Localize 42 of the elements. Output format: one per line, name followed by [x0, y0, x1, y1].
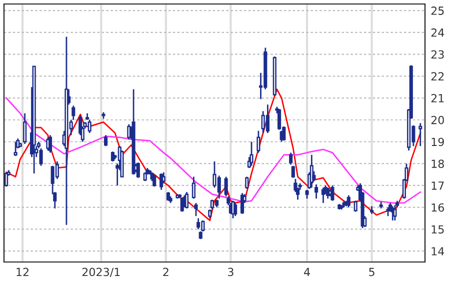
x-tick-label: 2023/1 — [82, 268, 120, 278]
y-tick-label: 20 — [431, 116, 444, 124]
candlestick — [14, 141, 18, 157]
candlestick — [310, 154, 314, 188]
candlestick — [291, 165, 295, 179]
x-tick-label: 2 — [163, 268, 168, 276]
x-tick-label: 12 — [16, 268, 28, 276]
candlestick — [266, 104, 270, 134]
candlestick — [314, 184, 318, 200]
y-tick-label: 24 — [431, 28, 444, 37]
candlestick — [55, 160, 59, 180]
line-series — [6, 88, 422, 222]
y-tick-label: 16 — [432, 203, 444, 212]
y-tick-label: 18 — [432, 160, 444, 168]
candlestick — [48, 134, 52, 154]
candlestick — [245, 176, 249, 190]
candlestick — [250, 141, 254, 166]
candlestick — [110, 150, 114, 162]
candlestick — [104, 134, 108, 147]
y-tick-label: 23 — [431, 50, 444, 59]
y-tick-label: 17 — [432, 182, 444, 190]
candlestick — [192, 176, 196, 200]
candlestick — [4, 172, 8, 188]
candlestick — [196, 218, 200, 230]
y-tick-label: 22 — [431, 72, 444, 80]
x-tick-label: 5 — [369, 268, 374, 276]
candlestick — [256, 130, 260, 154]
candlestick — [234, 202, 238, 217]
y-tick-label: 19 — [432, 138, 444, 146]
x-tick-label: 3 — [228, 268, 234, 276]
candlestick — [393, 204, 397, 222]
candlestick — [418, 122, 422, 147]
candlestick — [23, 112, 27, 145]
x-tick-label: 4 — [304, 268, 310, 276]
candlestick — [184, 191, 189, 210]
candlestick — [194, 202, 198, 217]
y-tick-label: 25 — [431, 6, 444, 15]
candlestick — [289, 152, 293, 166]
y-tick-label: 15 — [432, 225, 444, 234]
y-tick-label: 14 — [432, 247, 444, 256]
y-tick-label: 21 — [431, 94, 444, 102]
candlestick — [152, 174, 156, 188]
